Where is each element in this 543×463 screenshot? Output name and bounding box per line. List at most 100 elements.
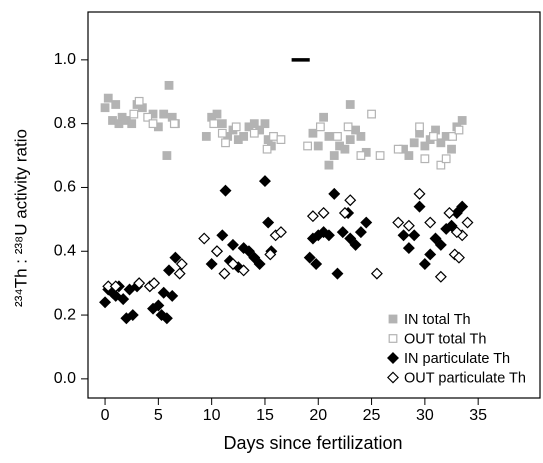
y-tick-label: 0.8 <box>54 115 76 132</box>
point <box>258 175 271 188</box>
plot-frame <box>87 11 541 399</box>
point <box>404 151 414 160</box>
point <box>159 109 169 119</box>
x-tick-label: 25 <box>363 407 381 424</box>
point <box>303 251 316 264</box>
point <box>221 138 230 148</box>
x-tick-label: 10 <box>203 407 221 424</box>
point <box>217 119 227 129</box>
y-axis-label: ²³⁴Th : ²³⁸U activity ratio <box>11 129 30 307</box>
point <box>134 96 144 106</box>
point <box>99 296 112 309</box>
point <box>397 229 410 242</box>
point <box>436 160 446 170</box>
point <box>242 245 255 258</box>
point <box>443 206 456 219</box>
point <box>211 245 223 258</box>
y-tick-label: 0.2 <box>54 306 76 323</box>
point <box>264 248 277 261</box>
point <box>308 128 318 138</box>
point <box>328 187 341 200</box>
point <box>315 122 325 132</box>
x-tick-label: 0 <box>101 407 110 424</box>
point <box>420 154 430 164</box>
point <box>231 122 241 132</box>
point <box>349 238 362 251</box>
point <box>169 251 182 264</box>
point <box>274 226 287 239</box>
legend-label: OUT particulate Th <box>404 370 526 386</box>
point <box>306 210 319 223</box>
point <box>227 238 239 251</box>
legend-marker <box>388 334 398 343</box>
point <box>253 258 266 270</box>
point <box>227 258 239 270</box>
point <box>237 264 250 277</box>
point <box>445 219 458 232</box>
point <box>239 132 249 141</box>
point <box>111 100 121 109</box>
point <box>409 138 419 148</box>
point <box>216 229 229 242</box>
point <box>217 128 227 138</box>
point <box>424 216 437 229</box>
point <box>367 109 376 119</box>
point <box>169 119 179 129</box>
point <box>322 229 335 242</box>
point <box>340 144 350 154</box>
point <box>343 122 353 132</box>
point <box>393 144 403 154</box>
legend-marker <box>387 352 399 364</box>
point <box>324 160 334 170</box>
point <box>248 251 261 264</box>
point <box>164 80 174 90</box>
legend-label: IN total Th <box>404 312 471 328</box>
point <box>413 200 426 213</box>
point <box>313 141 323 151</box>
point <box>333 132 342 141</box>
point <box>212 109 222 119</box>
point <box>133 277 146 290</box>
point <box>344 232 357 245</box>
point <box>360 216 373 229</box>
point <box>218 267 231 280</box>
point <box>447 144 456 154</box>
point <box>453 251 465 264</box>
point <box>457 116 467 125</box>
point <box>392 216 405 229</box>
y-tick-label: 0.4 <box>54 242 76 259</box>
point <box>160 312 173 325</box>
point <box>319 112 328 122</box>
point <box>148 119 158 129</box>
point <box>331 267 344 280</box>
point <box>269 132 278 141</box>
point <box>276 135 286 145</box>
point <box>117 293 130 306</box>
point <box>249 128 259 138</box>
point <box>434 270 447 283</box>
point <box>249 119 259 129</box>
point <box>173 267 186 280</box>
point <box>209 119 219 129</box>
point <box>303 141 313 151</box>
point <box>109 280 122 293</box>
point <box>413 187 426 200</box>
point <box>166 289 179 302</box>
point <box>356 151 366 160</box>
point <box>175 258 188 270</box>
point <box>163 264 175 277</box>
point <box>345 135 355 145</box>
x-tick-label: 30 <box>416 407 434 424</box>
point <box>429 232 442 245</box>
point <box>127 119 137 129</box>
point <box>448 132 457 141</box>
point <box>344 194 357 207</box>
point <box>420 141 430 151</box>
point <box>205 258 218 270</box>
point <box>262 144 272 154</box>
x-tick-label: 35 <box>469 407 487 424</box>
y-tick-label: 0.6 <box>54 179 76 196</box>
point <box>103 93 113 103</box>
point <box>436 138 446 148</box>
